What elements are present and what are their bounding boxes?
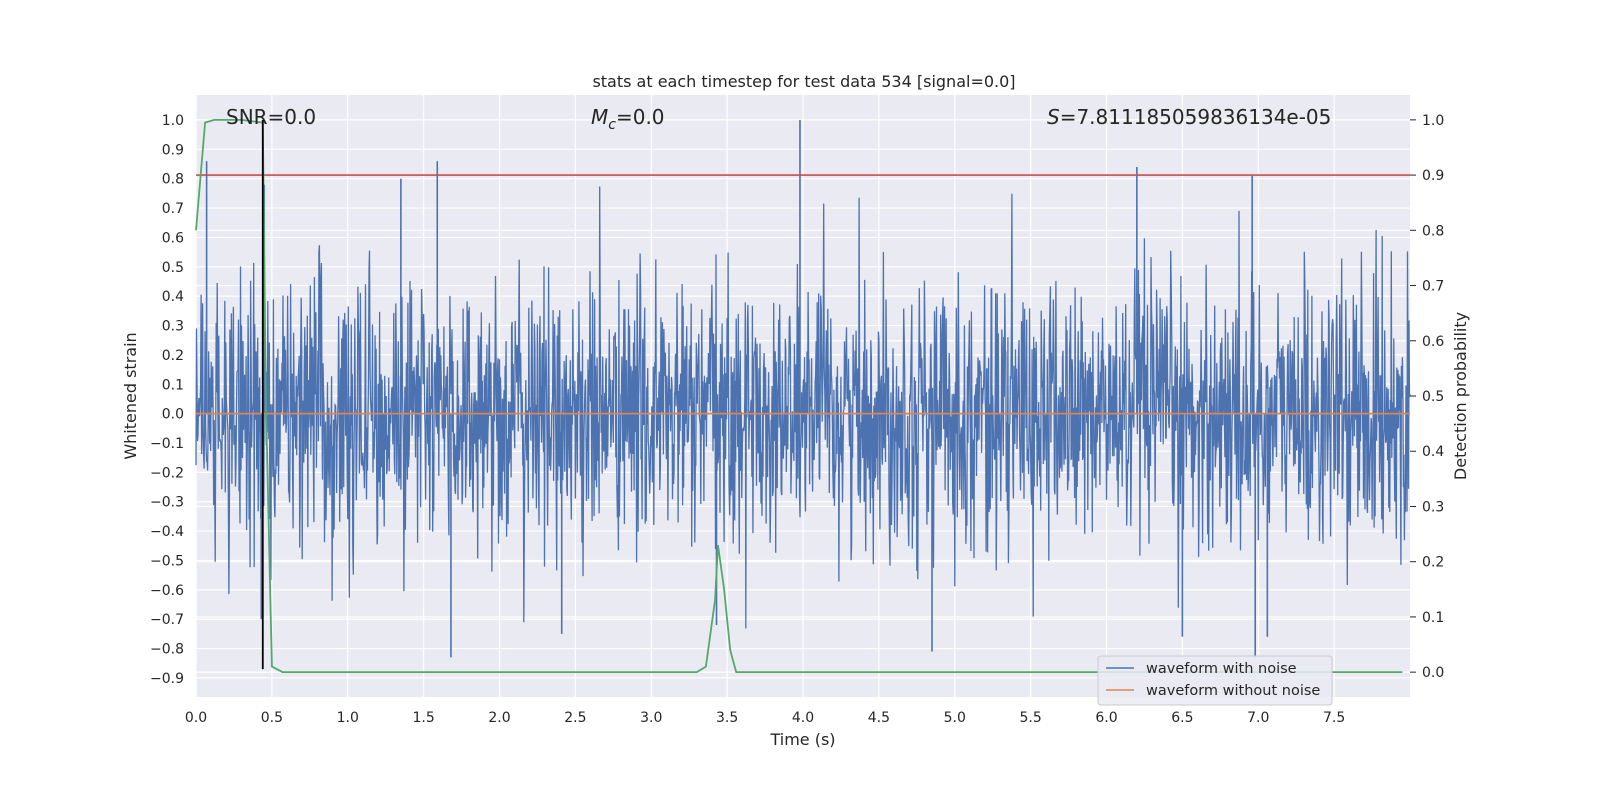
x-tick-label: 1.0 [337,710,359,726]
y2-tick-label: 0.5 [1422,389,1444,405]
x-tick-label: 4.0 [792,710,814,726]
x-tick-label: 3.5 [716,710,738,726]
lines-layer [195,119,1410,673]
y-tick-label: −0.6 [150,583,184,599]
y-tick-label: 0.9 [162,142,184,158]
x-tick-label: 4.5 [868,710,890,726]
detection-probability-line [195,119,1403,673]
x-tick-label: 2.5 [564,710,586,726]
x-tick-label: 5.5 [1019,710,1041,726]
y2-tick-label: 0.2 [1422,555,1444,571]
y-tick-label: 0.1 [162,377,184,393]
y-tick-label: 1.0 [162,113,184,129]
s-symbol: S [1047,105,1060,129]
y2-tick-label: 0.7 [1422,279,1444,295]
y-tick-label: 0.7 [162,201,184,217]
y2-tick-label: 0.4 [1422,444,1444,460]
y2-tick-label: 0.8 [1422,223,1444,239]
y-tick-label: −0.8 [150,642,184,658]
y2-tick-label: 0.9 [1422,168,1444,184]
x-tick-label: 5.0 [944,710,966,726]
y-tick-label: 0.5 [162,260,184,276]
y-tick-label: −0.1 [150,436,184,452]
snr-annotation: SNR=0.0 [226,105,316,129]
ticks-layer: 0.0 0.5 1.0 1.5 2.0 2.5 3.0 3.5 4.0 4.5 5.0 5.5 6.0 6… [150,113,1444,726]
y-tick-label: 0.4 [162,289,184,305]
noise-trace [195,186,1411,629]
y-tick-label: 0.2 [162,348,184,364]
y2-tick-label: 0.0 [1422,665,1444,681]
y-axis-label: Whitened strain [121,332,140,459]
chart-title: stats at each timestep for test data 534… [592,72,1015,91]
grid-layer [195,95,1410,697]
x-tick-label: 6.0 [1095,710,1117,726]
y-tick-label: 0.3 [162,319,184,335]
mc-symbol: M [591,105,608,129]
y-tick-label: −0.9 [150,671,184,687]
y2-tick-label: 0.3 [1422,499,1444,515]
y2-tick-label: 1.0 [1422,113,1444,129]
y-tick-label: 0.6 [162,230,184,246]
mc-subscript: c [608,117,616,133]
x-tick-label: 6.5 [1171,710,1193,726]
y2-tick-label: 0.1 [1422,610,1444,626]
x-axis-label: Time (s) [769,730,835,749]
x-tick-label: 0.0 [185,710,207,726]
x-tick-label: 0.5 [261,710,283,726]
legend-label-clean: waveform without noise [1146,683,1320,699]
y-tick-label: −0.3 [150,495,184,511]
y-tick-label: −0.2 [150,465,184,481]
chirp-mass-annotation: Mc=0.0 [591,105,665,133]
y2-axis-label: Detection probability [1451,312,1470,480]
y-tick-label: −0.4 [150,524,184,540]
s-annotation: S=7.811185059836134e-05 [1047,105,1331,129]
x-tick-label: 7.5 [1323,710,1345,726]
y-tick-label: 0.0 [162,407,184,423]
y-tick-label: −0.5 [150,553,184,569]
legend-label-noise: waveform with noise [1146,661,1297,677]
legend: waveform with noise waveform without noi… [1097,655,1333,706]
x-tick-label: 2.0 [488,710,510,726]
s-value: =7.811185059836134e-05 [1060,105,1332,129]
y2-tick-label: 0.6 [1422,334,1444,350]
y-tick-label: −0.7 [150,612,184,628]
y-tick-label: 0.8 [162,172,184,188]
x-tick-label: 7.0 [1247,710,1269,726]
mc-value: =0.0 [616,105,665,129]
noise-series [195,119,1411,658]
x-tick-label: 3.0 [640,710,662,726]
legend-box [1097,655,1333,706]
x-tick-label: 1.5 [412,710,434,726]
